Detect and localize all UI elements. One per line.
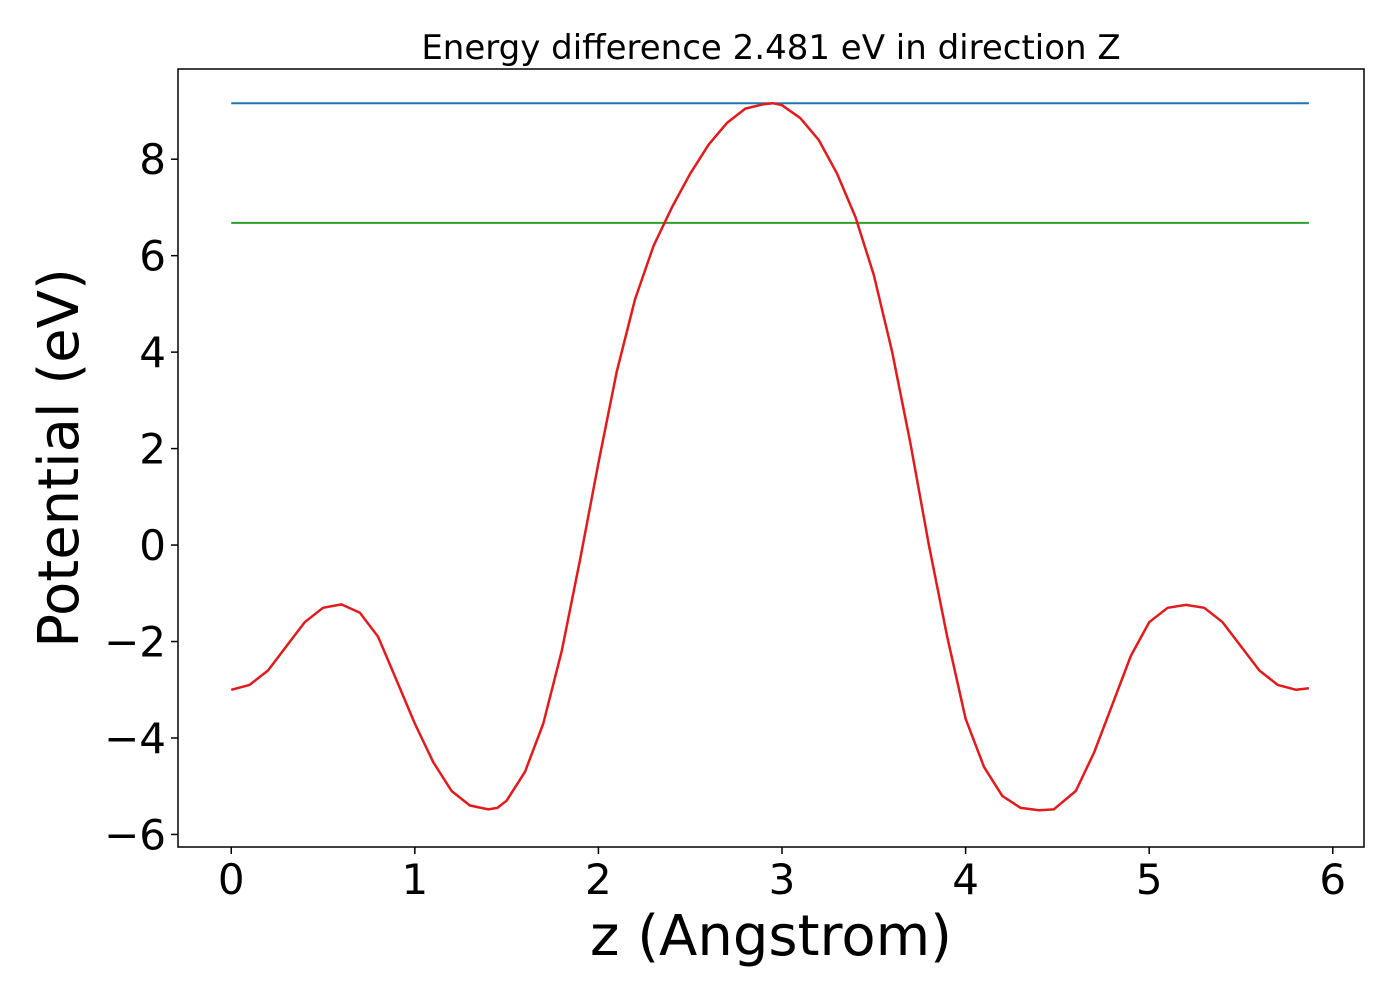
y-tick-label: 2 bbox=[139, 425, 166, 474]
y-axis-ticks: −6 −4 −2 0 2 4 6 8 bbox=[104, 135, 178, 859]
y-tick-label: −4 bbox=[104, 714, 166, 763]
y-axis-title: Potential (eV) bbox=[27, 268, 92, 648]
y-tick-label: 4 bbox=[139, 328, 166, 377]
x-tick-label: 2 bbox=[585, 855, 612, 904]
x-tick-label: 4 bbox=[952, 855, 979, 904]
series-line-2 bbox=[230, 101, 1310, 812]
plot-area bbox=[177, 68, 1365, 848]
y-tick-label: −2 bbox=[104, 618, 166, 667]
y-tick-label: −6 bbox=[104, 810, 166, 859]
x-tick-label: 6 bbox=[1319, 855, 1346, 904]
y-tick-label: 0 bbox=[139, 521, 166, 570]
series-layer bbox=[230, 101, 1310, 812]
x-axis-title: z (Angstrom) bbox=[590, 904, 952, 969]
x-tick-label: 0 bbox=[218, 855, 245, 904]
chart-title: Energy difference 2.481 eV in direction … bbox=[421, 28, 1120, 68]
x-tick-label: 1 bbox=[401, 855, 428, 904]
x-axis-ticks: 0 1 2 3 4 5 6 bbox=[218, 847, 1346, 904]
x-tick-label: 5 bbox=[1136, 855, 1163, 904]
y-tick-label: 8 bbox=[139, 135, 166, 184]
y-tick-label: 6 bbox=[139, 232, 166, 281]
x-tick-label: 3 bbox=[769, 855, 796, 904]
